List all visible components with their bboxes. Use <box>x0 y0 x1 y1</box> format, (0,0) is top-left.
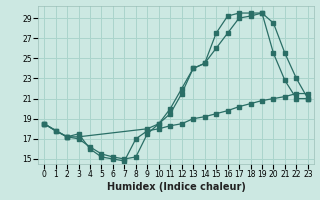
X-axis label: Humidex (Indice chaleur): Humidex (Indice chaleur) <box>107 182 245 192</box>
